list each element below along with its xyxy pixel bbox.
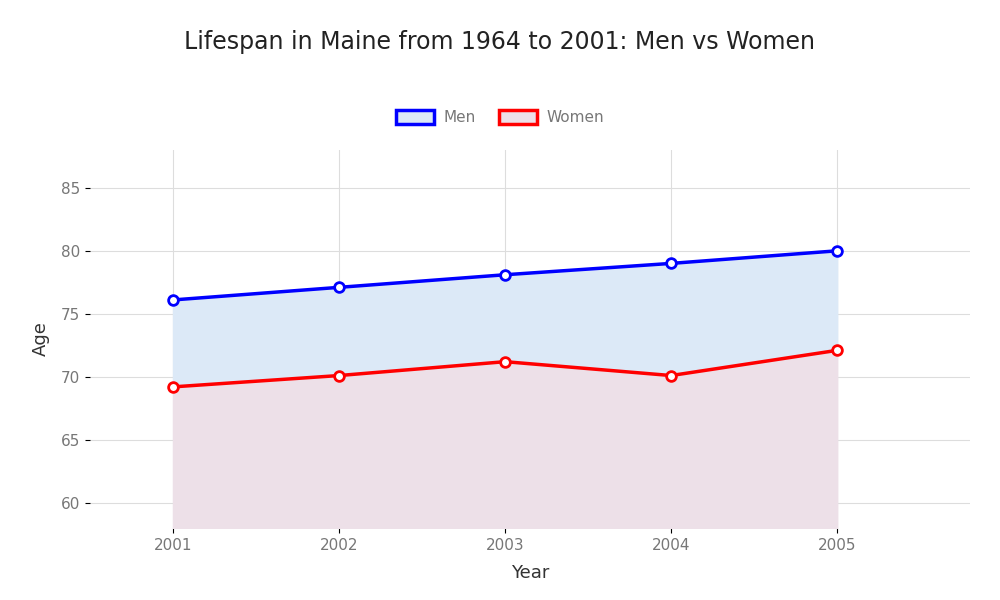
Y-axis label: Age: Age [32,322,50,356]
Legend: Men, Women: Men, Women [390,104,610,131]
X-axis label: Year: Year [511,564,549,582]
Text: Lifespan in Maine from 1964 to 2001: Men vs Women: Lifespan in Maine from 1964 to 2001: Men… [184,30,816,54]
